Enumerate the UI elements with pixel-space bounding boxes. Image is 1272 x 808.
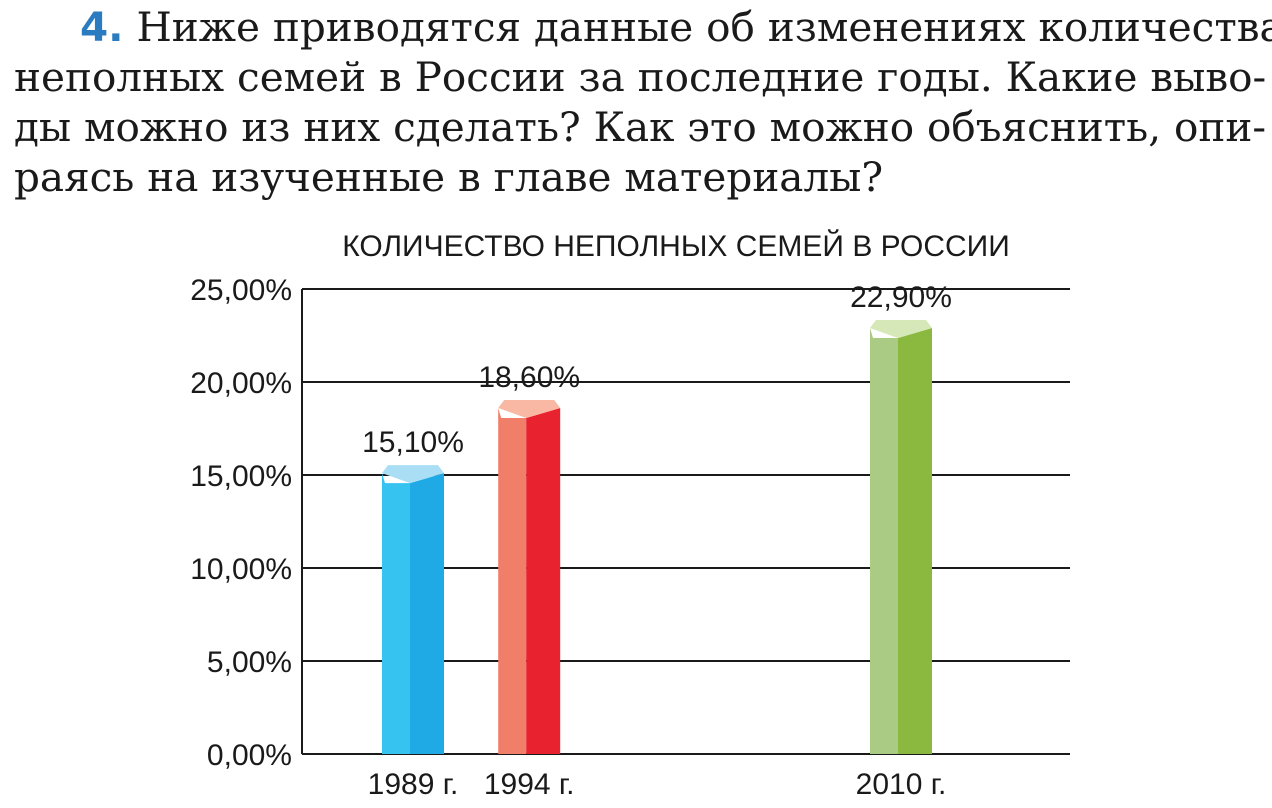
bar-side-face bbox=[410, 473, 444, 754]
y-tick-label: 25,00% bbox=[190, 274, 292, 307]
y-tick-label: 5,00% bbox=[207, 646, 292, 679]
bar-top-face bbox=[498, 400, 561, 419]
chart-bars bbox=[382, 320, 932, 754]
bar-front-face bbox=[870, 328, 898, 754]
x-tick-label: 1994 г. bbox=[484, 768, 575, 801]
question-line-1: 4. Ниже приводятся данные об изменениях … bbox=[14, 2, 1272, 52]
y-tick-label: 20,00% bbox=[190, 367, 292, 400]
y-axis-ticks: 0,00% 5,00% 10,00% 15,00% 20,00% 25,00% bbox=[190, 274, 292, 772]
bar-top-face bbox=[382, 465, 444, 484]
value-labels: 15,10% 18,60% 22,90% bbox=[362, 281, 952, 459]
x-axis-ticks: 1989 г. 1994 г. 2010 г. bbox=[368, 768, 947, 801]
bar-front-face bbox=[382, 473, 410, 754]
bar bbox=[498, 400, 561, 754]
question-line-4: раясь на изученные в главе материалы? bbox=[14, 153, 884, 201]
bar-value-label: 15,10% bbox=[362, 426, 464, 459]
bar bbox=[870, 320, 932, 754]
bar-top-face bbox=[870, 320, 932, 339]
question-line-2: неполных семей в России за последние год… bbox=[14, 53, 1267, 101]
y-tick-label: 0,00% bbox=[207, 739, 292, 772]
y-tick-label: 15,00% bbox=[190, 460, 292, 493]
bar-value-label: 18,60% bbox=[478, 361, 580, 394]
x-tick-label: 1989 г. bbox=[368, 768, 459, 801]
bar-value-label: 22,90% bbox=[850, 281, 952, 314]
question-line-1-text: Ниже приводятся данные об изменениях кол… bbox=[136, 3, 1272, 51]
question-line-3: ды можно из них сделать? Как это можно о… bbox=[14, 103, 1267, 151]
chart-title: КОЛИЧЕСТВО НЕПОЛНЫХ СЕМЕЙ В РОССИИ bbox=[342, 229, 1010, 263]
y-tick-label: 10,00% bbox=[190, 553, 292, 586]
bar-front-face bbox=[498, 408, 527, 754]
x-tick-label: 2010 г. bbox=[856, 768, 947, 801]
question-number: 4. bbox=[80, 3, 124, 51]
bar-side-face bbox=[898, 328, 932, 754]
bar bbox=[382, 465, 444, 754]
bar-side-face bbox=[526, 408, 561, 754]
question-text: 4. Ниже приводятся данные об изменениях … bbox=[14, 2, 1272, 202]
